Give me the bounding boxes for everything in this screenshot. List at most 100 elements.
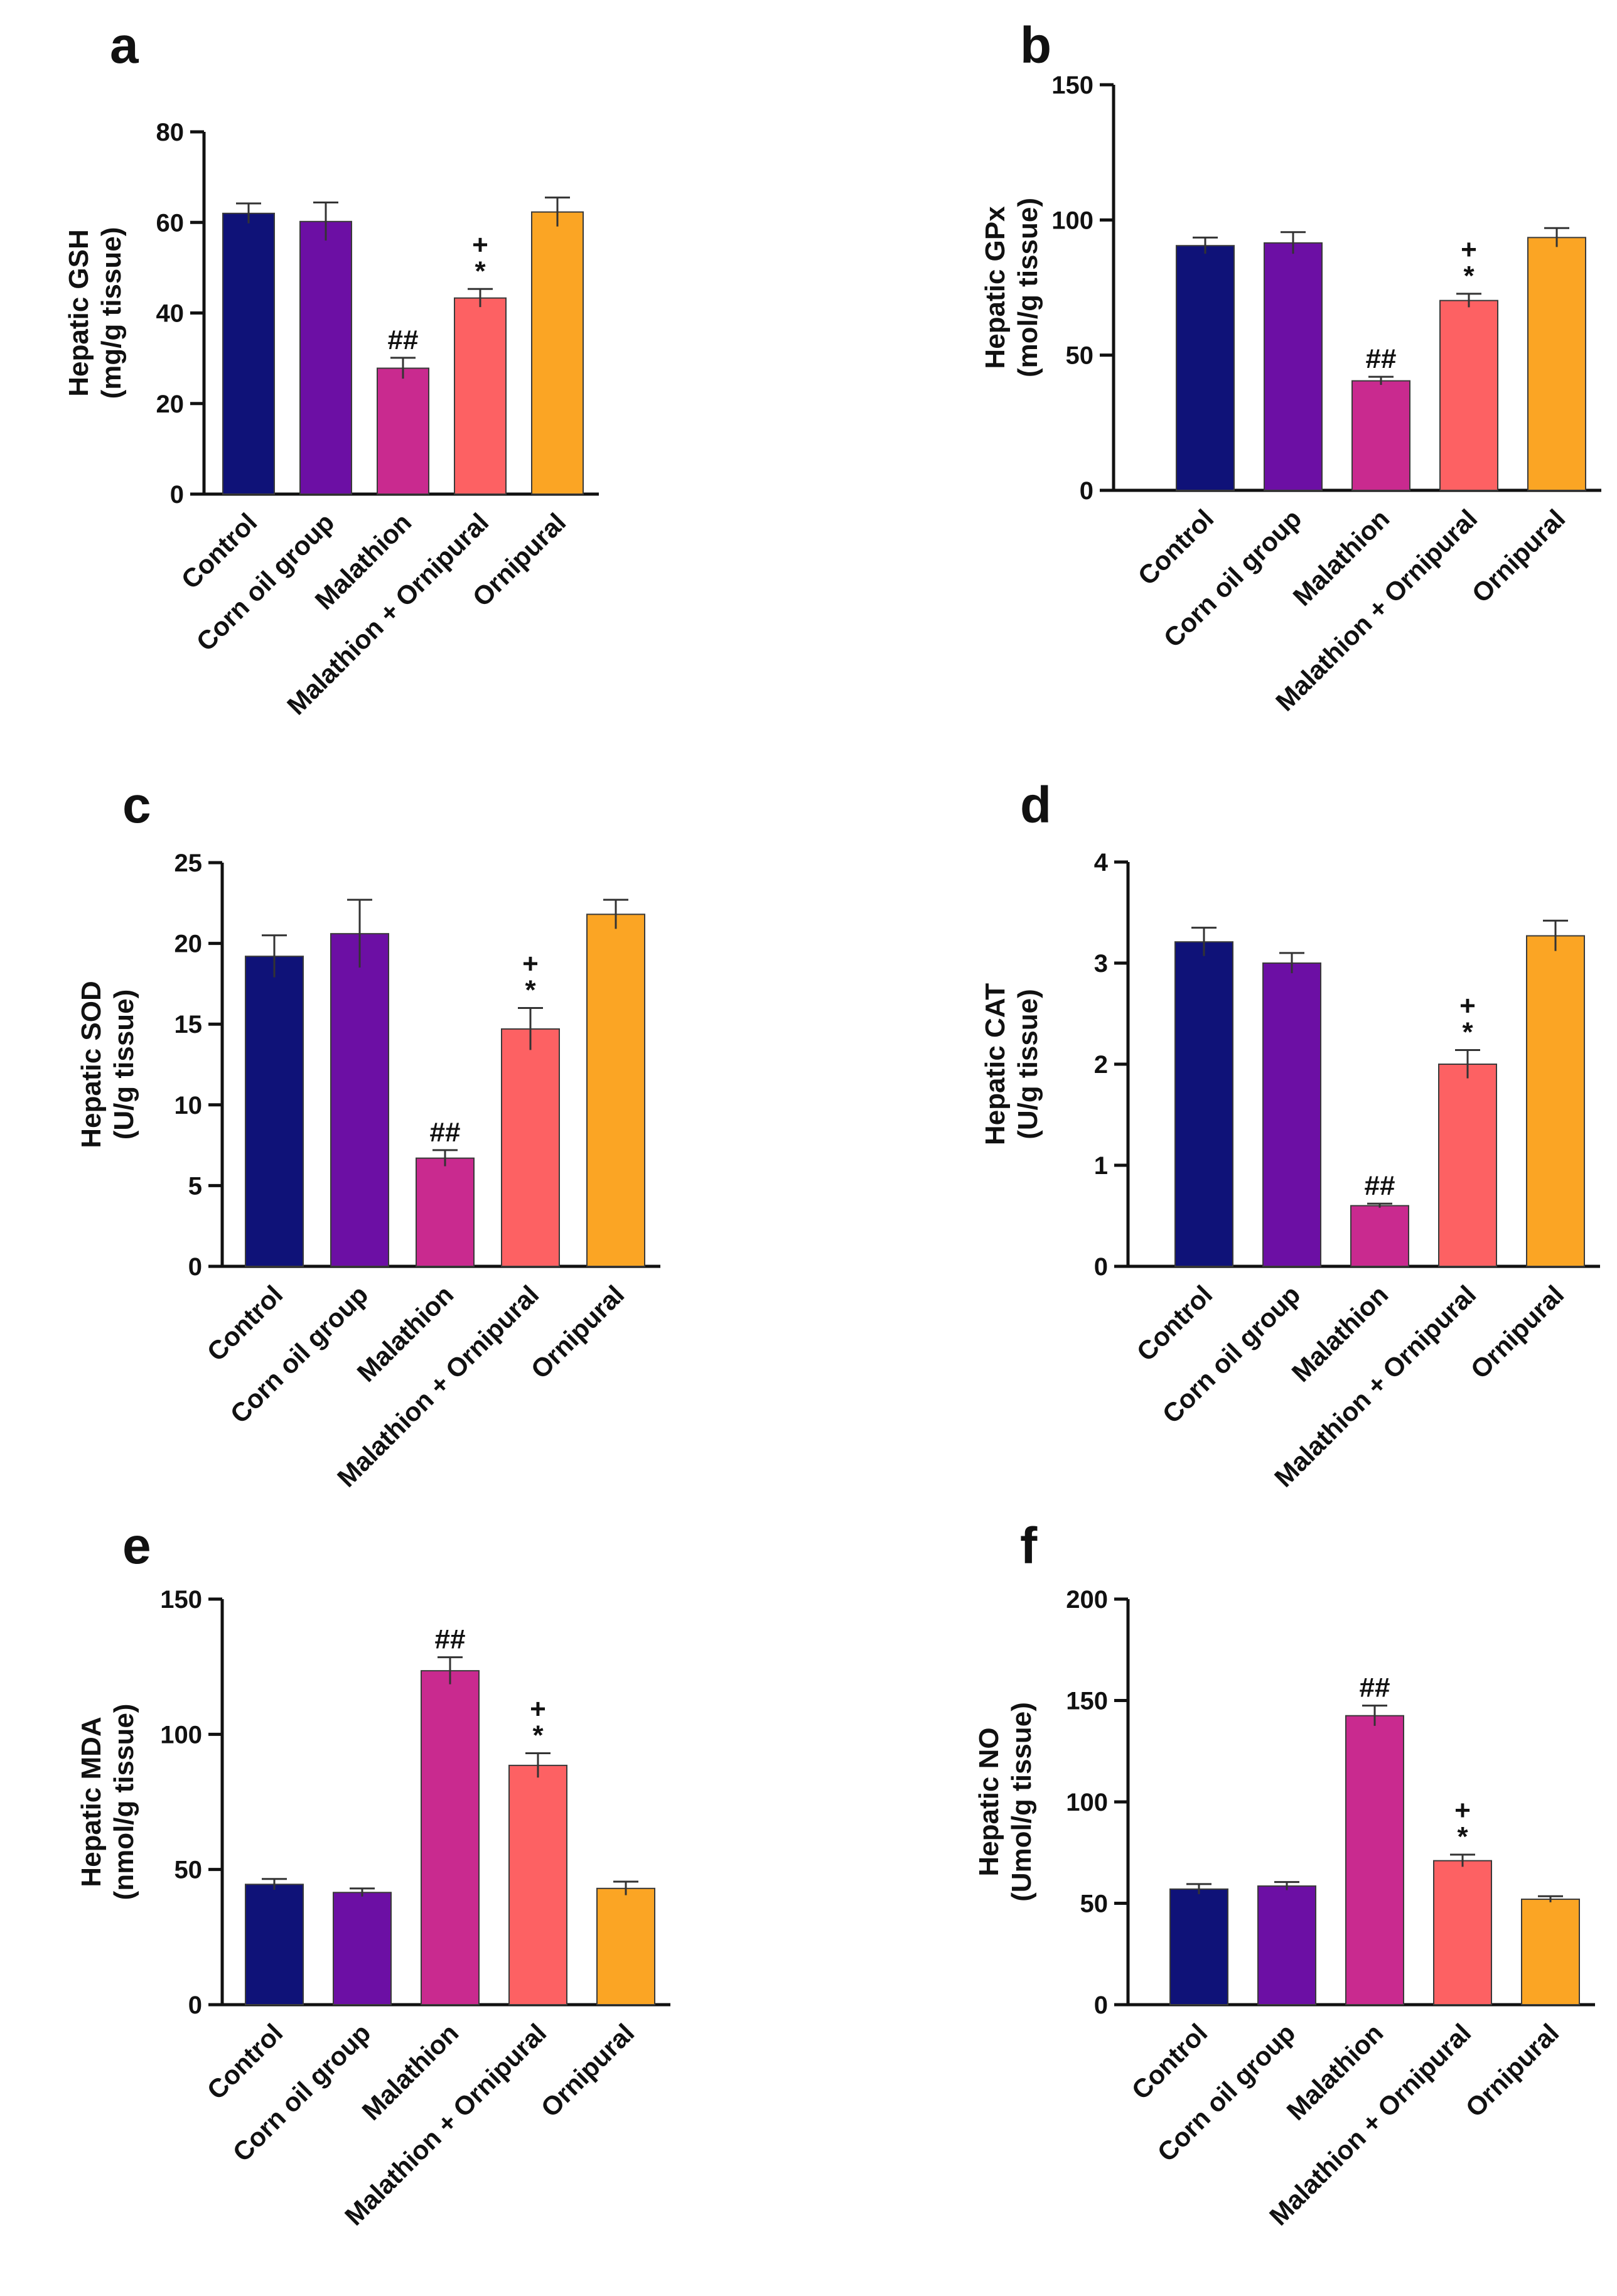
y-axis-title-line2: (U/g tissue): [109, 989, 139, 1140]
significance-mark: +: [1459, 990, 1476, 1021]
y-tick-label: 10: [175, 1092, 203, 1119]
y-axis-title: Hepatic GSH(mg/g tissue): [63, 227, 127, 399]
y-tick-label: 50: [175, 1857, 203, 1884]
bar-4: [501, 1028, 560, 1268]
significance-mark: ##: [430, 1117, 461, 1148]
y-tick-label: 40: [156, 300, 185, 328]
bar-2: [1262, 962, 1321, 1267]
panel-letter-b: b: [1020, 17, 1051, 74]
significance-mark: *: [1462, 1016, 1473, 1047]
bar-2: [1264, 242, 1323, 491]
significance-mark: +: [1461, 234, 1477, 265]
y-tick-label: 5: [188, 1172, 202, 1200]
y-tick-label: 25: [175, 849, 203, 877]
bar-5: [1526, 935, 1585, 1267]
bar-3: [1351, 380, 1410, 492]
significance-mark: ##: [1366, 343, 1397, 374]
y-tick-label: 50: [1066, 342, 1094, 370]
y-tick-label: 2: [1094, 1051, 1108, 1079]
bar-4: [508, 1764, 567, 2006]
y-tick-label: 100: [1066, 1789, 1108, 1816]
y-axis-title-line1: Hepatic NO: [974, 1727, 1004, 1876]
y-axis-title-line2: (Umol/g tissue): [1006, 1702, 1037, 1902]
y-axis-title-line2: (U/g tissue): [1013, 989, 1043, 1140]
significance-mark: ##: [1360, 1673, 1390, 1703]
y-tick-label: 150: [1051, 72, 1093, 99]
y-axis-title: Hepatic CAT(U/g tissue): [980, 983, 1043, 1145]
y-tick-label: 0: [1094, 1253, 1108, 1281]
panel-letter-d: d: [1020, 777, 1051, 834]
bar-5: [1521, 1899, 1580, 2006]
y-tick-label: 0: [188, 1253, 202, 1281]
significance-mark: *: [1463, 261, 1475, 291]
bar-3: [377, 367, 429, 495]
y-tick-label: 0: [170, 481, 184, 509]
y-tick-label: 150: [160, 1586, 202, 1614]
significance-mark: +: [472, 229, 488, 260]
y-tick-label: 20: [156, 391, 185, 418]
y-axis-title: Hepatic SOD(U/g tissue): [76, 981, 139, 1148]
y-tick-label: 4: [1094, 849, 1109, 876]
y-tick-label: 1: [1094, 1152, 1108, 1180]
y-axis-title-line1: Hepatic GSH: [63, 229, 94, 397]
y-tick-label: 200: [1066, 1586, 1108, 1614]
y-axis-title-line1: Hepatic MDA: [76, 1717, 107, 1887]
y-tick-label: 150: [1066, 1688, 1108, 1715]
y-axis-title: Hepatic MDA(nmol/g tissue): [76, 1704, 139, 1900]
bar-3: [1350, 1205, 1409, 1268]
bar-1: [1169, 1888, 1228, 2005]
significance-mark: +: [1454, 1795, 1471, 1826]
bar-5: [586, 914, 645, 1267]
bar-1: [1176, 245, 1235, 491]
significance-mark: ##: [388, 325, 419, 355]
bar-3: [1345, 1715, 1404, 2006]
y-axis-title-line1: Hepatic CAT: [980, 983, 1011, 1145]
bar-4: [454, 297, 507, 495]
y-tick-label: 3: [1094, 950, 1108, 978]
y-tick-label: 20: [175, 930, 203, 958]
y-axis-title-line2: (mol/g tissue): [1013, 198, 1043, 377]
bar-2: [330, 933, 389, 1267]
y-tick-label: 100: [1051, 207, 1093, 234]
y-tick-label: 15: [175, 1011, 203, 1038]
bar-2: [299, 220, 352, 495]
panel-letter-a: a: [110, 17, 139, 74]
bar-3: [416, 1157, 475, 1268]
y-axis-title: Hepatic NO(Umol/g tissue): [974, 1702, 1037, 1902]
y-tick-label: 60: [156, 209, 185, 237]
bar-2: [333, 1892, 392, 2006]
panel-letter-c: c: [122, 777, 151, 834]
y-axis-title-line1: Hepatic SOD: [76, 981, 107, 1148]
y-tick-label: 0: [1094, 1991, 1108, 2019]
bar-1: [245, 956, 304, 1268]
significance-mark: ##: [435, 1624, 466, 1655]
bar-4: [1438, 1064, 1497, 1267]
y-tick-label: 0: [188, 1991, 202, 2019]
y-axis-title-line2: (mg/g tissue): [96, 227, 127, 399]
bar-5: [531, 211, 584, 495]
y-axis-title: Hepatic GPx(mol/g tissue): [980, 198, 1043, 377]
bar-1: [1174, 941, 1233, 1267]
significance-mark: *: [1457, 1821, 1468, 1852]
significance-mark: *: [475, 256, 486, 286]
y-tick-label: 100: [160, 1721, 202, 1749]
bar-4: [1439, 299, 1498, 491]
significance-mark: *: [532, 1720, 544, 1750]
bar-2: [1257, 1885, 1316, 2005]
bar-1: [245, 1884, 304, 2005]
significance-mark: +: [522, 948, 539, 979]
bar-1: [222, 212, 275, 495]
y-axis-title-line1: Hepatic GPx: [980, 206, 1011, 369]
significance-mark: +: [530, 1693, 546, 1724]
bar-4: [1433, 1860, 1492, 2005]
bar-5: [1527, 237, 1586, 491]
y-tick-label: 0: [1080, 477, 1093, 505]
y-tick-label: 80: [156, 119, 185, 146]
y-axis-title-line2: (nmol/g tissue): [109, 1704, 139, 1900]
y-tick-label: 50: [1080, 1890, 1109, 1918]
panel-letter-f: f: [1020, 1517, 1038, 1575]
significance-mark: *: [525, 974, 536, 1005]
bar-5: [596, 1887, 655, 2005]
panel-letter-e: e: [122, 1517, 151, 1575]
